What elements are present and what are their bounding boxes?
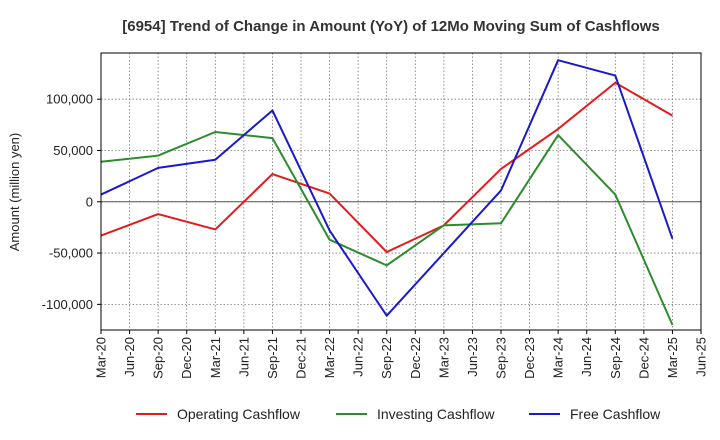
x-tick-label: Jun-21 bbox=[236, 337, 251, 377]
x-axis-ticks: Mar-20 Jun-20 Sep-20 Dec-20 Mar-21 Jun-21 Sep-… bbox=[94, 330, 709, 379]
chart-title: [6954] Trend of Change in Amount (YoY) o… bbox=[122, 18, 660, 35]
x-tick-label: Sep-21 bbox=[265, 337, 280, 379]
x-tick-label: Mar-21 bbox=[208, 337, 223, 378]
x-tick-label: Dec-21 bbox=[294, 337, 309, 379]
legend: Operating Cashflow Investing Cashflow Free… bbox=[136, 406, 661, 422]
y-tick-label: 100,000 bbox=[46, 92, 93, 107]
x-tick-label: Sep-22 bbox=[379, 337, 394, 379]
series-line-operating-cashflow bbox=[100, 81, 673, 254]
legend-label: Operating Cashflow bbox=[177, 406, 301, 422]
y-tick-label: 0 bbox=[86, 194, 93, 209]
plot-frame bbox=[100, 52, 702, 331]
x-tick-label: Sep-24 bbox=[608, 337, 623, 379]
x-tick-label: Mar-20 bbox=[94, 337, 109, 378]
y-tick-label: 50,000 bbox=[53, 143, 93, 158]
plot-area bbox=[101, 53, 701, 330]
series-line-investing-cashflow bbox=[100, 131, 674, 326]
x-tick-label: Dec-22 bbox=[408, 337, 423, 379]
series-lines bbox=[100, 59, 674, 326]
x-tick-label: Jun-24 bbox=[579, 337, 594, 377]
y-tick-label: -50,000 bbox=[49, 246, 93, 261]
legend-label: Free Cashflow bbox=[570, 406, 661, 422]
x-tick-label: Mar-24 bbox=[551, 337, 566, 378]
y-axis-label: Amount (million yen) bbox=[7, 133, 22, 252]
x-tick-label: Mar-23 bbox=[436, 337, 451, 378]
x-tick-label: Jun-22 bbox=[351, 337, 366, 377]
x-tick-label: Mar-22 bbox=[322, 337, 337, 378]
series-line-free-cashflow bbox=[100, 59, 674, 317]
x-tick-label: Sep-20 bbox=[151, 337, 166, 379]
x-tick-label: Sep-23 bbox=[494, 337, 509, 379]
x-tick-label: Jun-20 bbox=[122, 337, 137, 377]
x-tick-label: Mar-25 bbox=[665, 337, 680, 378]
x-tick-label: Dec-23 bbox=[522, 337, 537, 379]
x-tick-label: Dec-20 bbox=[179, 337, 194, 379]
grid bbox=[101, 53, 701, 330]
x-tick-label: Jun-25 bbox=[694, 337, 709, 377]
y-tick-label: -100,000 bbox=[42, 297, 93, 312]
legend-label: Investing Cashflow bbox=[377, 406, 495, 422]
x-tick-label: Jun-23 bbox=[465, 337, 480, 377]
x-tick-label: Dec-24 bbox=[636, 337, 651, 379]
y-axis-ticks: -100,000 -50,000 0 50,000 100,000 bbox=[42, 92, 101, 312]
